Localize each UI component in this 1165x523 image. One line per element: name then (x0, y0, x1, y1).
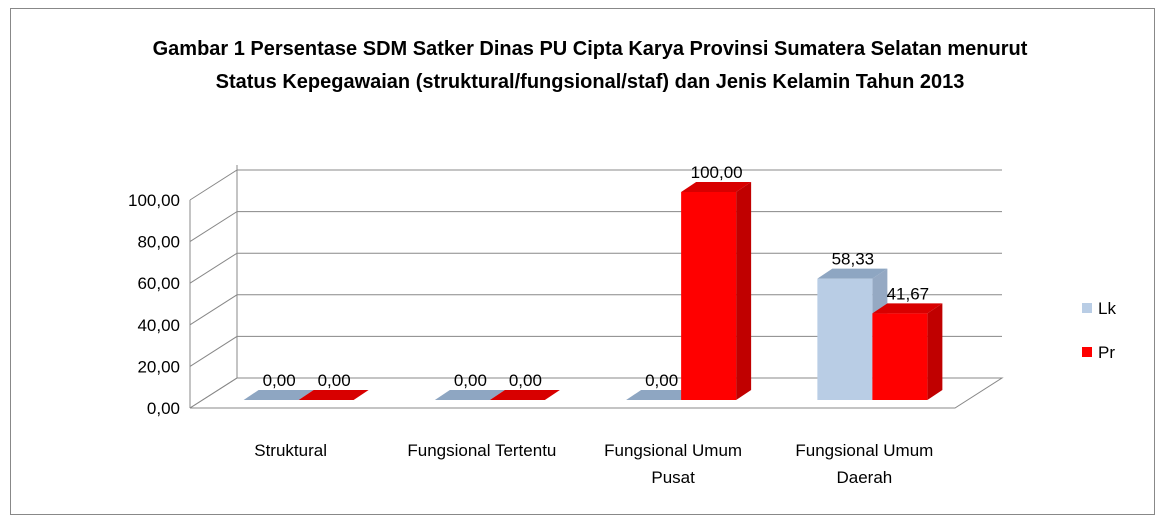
bar-top (872, 303, 943, 314)
bar (872, 313, 928, 400)
y-tick-label: 40,00 (137, 316, 180, 335)
y-tick-label: 100,00 (128, 191, 180, 210)
y-tick-label: 80,00 (137, 233, 180, 252)
data-label: 0,00 (263, 371, 296, 390)
bar-top (489, 390, 560, 400)
legend-swatch (1082, 303, 1092, 313)
data-label: 0,00 (318, 371, 351, 390)
bar-side (736, 182, 752, 400)
bar-top (626, 390, 697, 400)
y-tick-label: 60,00 (137, 274, 180, 293)
bar (817, 278, 873, 400)
x-tick-label: Struktural (254, 441, 327, 460)
bar-side (927, 303, 943, 400)
legend-label: Pr (1098, 343, 1115, 362)
bar-top (817, 268, 888, 279)
bar-top (434, 390, 505, 400)
bar-top (243, 390, 314, 400)
data-label: 100,00 (691, 163, 743, 182)
x-tick-label: Fungsional Umum Daerah (795, 441, 934, 487)
bar (681, 192, 737, 400)
grid-line (189, 169, 1002, 201)
chart-title: Gambar 1 Persentase SDM Satker Dinas PU … (152, 38, 1028, 93)
y-tick-label: 20,00 (137, 357, 180, 376)
data-label: 41,67 (887, 284, 930, 303)
data-label: 58,33 (832, 250, 875, 269)
x-tick-label: Fungsional Umum Pusat (604, 441, 743, 487)
data-label: 0,00 (454, 371, 487, 390)
bar-top (298, 390, 369, 400)
legend-label: Lk (1098, 299, 1116, 318)
data-label: 0,00 (509, 371, 542, 390)
bar-top (681, 182, 752, 192)
x-tick-label: Fungsional Tertentu (407, 441, 557, 460)
legend-swatch (1082, 347, 1092, 357)
chart-border (10, 8, 1155, 515)
y-tick-label: 0,00 (147, 399, 180, 418)
data-label: 0,00 (645, 371, 678, 390)
